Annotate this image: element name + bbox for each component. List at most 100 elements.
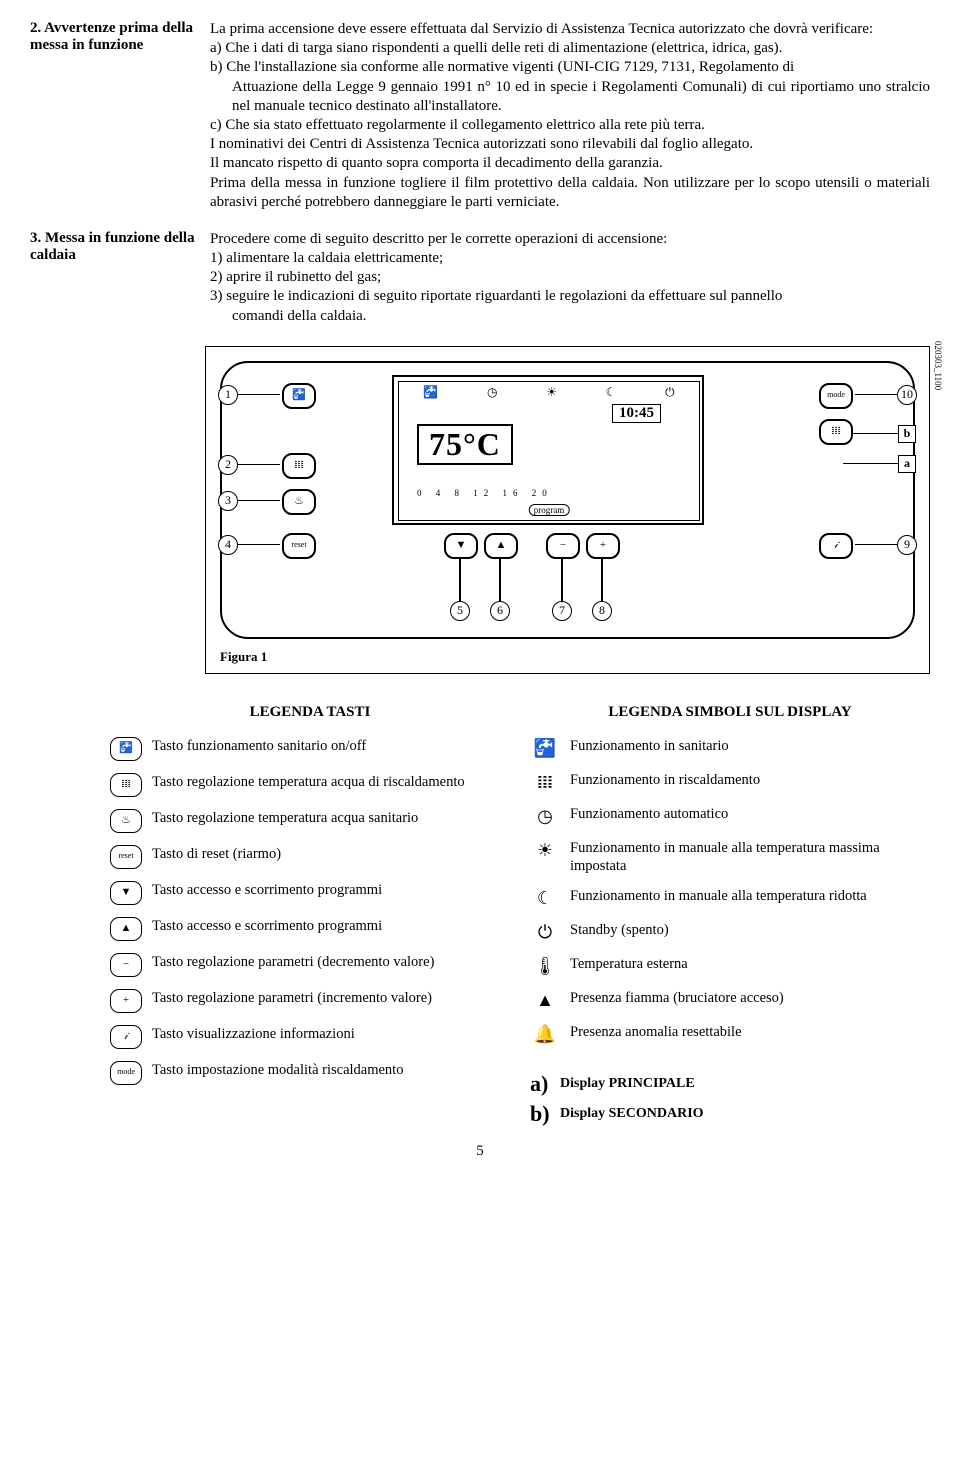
btn-down[interactable]: ▼ bbox=[444, 533, 478, 559]
legend-text: Tasto accesso e scorrimento programmi bbox=[152, 917, 382, 935]
plus-icon: + bbox=[110, 989, 142, 1013]
clock-icon: ◷ bbox=[487, 385, 497, 400]
btn-plus[interactable]: + bbox=[586, 533, 620, 559]
btn-sanitario-temp[interactable]: ♨ bbox=[282, 489, 316, 515]
callout-7: 7 bbox=[552, 601, 572, 621]
legend-right-title: LEGENDA SIMBOLI SUL DISPLAY bbox=[530, 704, 930, 721]
figure-caption: Figura 1 bbox=[220, 649, 915, 665]
callout-10: 10 bbox=[897, 385, 917, 405]
lcd-temp: 75°C bbox=[417, 424, 513, 465]
sun-icon: ☀ bbox=[530, 839, 560, 861]
flame-icon: ▲ bbox=[530, 989, 560, 1011]
legend-text: Tasto regolazione parametri (incremento … bbox=[152, 989, 432, 1007]
section-2-body: La prima accensione deve essere effettua… bbox=[210, 20, 930, 212]
radiator-icon: 𝍖 bbox=[530, 771, 560, 793]
radiator-icon: 𝍖 bbox=[110, 773, 142, 797]
legend-tasti: LEGENDA TASTI 🚰 Tasto funzionamento sanit… bbox=[110, 704, 510, 1131]
btn-minus[interactable]: − bbox=[546, 533, 580, 559]
line bbox=[238, 464, 280, 466]
lcd-program-label: program bbox=[529, 504, 570, 516]
s2-p1: I nominativi dei Centri di Assistenza Te… bbox=[210, 135, 930, 154]
up-icon: ▲ bbox=[110, 917, 142, 941]
s3-l3: 3) seguire le indicazioni di seguito rip… bbox=[210, 287, 930, 306]
label-a: a) bbox=[530, 1071, 560, 1097]
legend-row: 🚰 Tasto funzionamento sanitario on/off bbox=[110, 737, 510, 761]
legend-simboli: LEGENDA SIMBOLI SUL DISPLAY 🚰 Funzionamen… bbox=[530, 704, 930, 1131]
legend-text: Tasto funzionamento sanitario on/off bbox=[152, 737, 366, 755]
legend-text: Temperatura esterna bbox=[570, 955, 688, 973]
btn-sanitario[interactable]: 🚰 bbox=[282, 383, 316, 409]
legend-text: Tasto di reset (riarmo) bbox=[152, 845, 281, 863]
s2-c: c) Che sia stato effettuato regolarmente… bbox=[210, 116, 930, 135]
tap-icon: 🚰 bbox=[110, 737, 142, 761]
btn-mode[interactable]: mode bbox=[819, 383, 853, 409]
sanitario-icon: ♨ bbox=[110, 809, 142, 833]
minus-icon: − bbox=[110, 953, 142, 977]
s2-intro: La prima accensione deve essere effettua… bbox=[210, 20, 930, 39]
section-2-title: 2. Avvertenze prima della messa in funzi… bbox=[30, 20, 210, 212]
btn-mode-icon[interactable]: 𝍖 bbox=[819, 419, 853, 445]
lcd-scale: 0 4 8 12 16 20 bbox=[417, 488, 553, 498]
s3-l1: 1) alimentare la caldaia elettricamente; bbox=[210, 249, 930, 268]
legend-text: Funzionamento in manuale alla temperatur… bbox=[570, 887, 867, 905]
tap-icon: 🚰 bbox=[423, 385, 438, 400]
s2-b1: b) Che l'installazione sia conforme alle… bbox=[210, 58, 930, 77]
lcd-inner: 🚰 ◷ ☀ ☾ ⏻ 10:45 75°C 0 4 8 12 16 20 prog… bbox=[398, 381, 700, 521]
bell-icon: 🔔 bbox=[530, 1023, 560, 1045]
legend-row: 𝒾Tasto visualizzazione informazioni bbox=[110, 1025, 510, 1049]
lcd-icon-row: 🚰 ◷ ☀ ☾ ⏻ bbox=[399, 385, 699, 400]
legend-row: ☾Funzionamento in manuale alla temperatu… bbox=[530, 887, 930, 909]
callout-6: 6 bbox=[490, 601, 510, 621]
label-b: b) bbox=[530, 1101, 560, 1127]
legend-row: 𝍖Tasto regolazione temperatura acqua di … bbox=[110, 773, 510, 797]
s3-l2: 2) aprire il rubinetto del gas; bbox=[210, 268, 930, 287]
line bbox=[238, 544, 280, 546]
line bbox=[601, 557, 603, 601]
callout-8: 8 bbox=[592, 601, 612, 621]
legend-row: + Tasto regolazione parametri (incremento… bbox=[110, 989, 510, 1013]
s3-l3b: comandi della caldaia. bbox=[210, 307, 930, 326]
s2-p3: Prima della messa in funzione togliere i… bbox=[210, 174, 930, 212]
section-3-title: 3. Messa in funzione della caldaia bbox=[30, 230, 210, 326]
legend-text: Presenza anomalia resettabile bbox=[570, 1023, 742, 1041]
lcd-display: 🚰 ◷ ☀ ☾ ⏻ 10:45 75°C 0 4 8 12 16 20 prog… bbox=[392, 375, 704, 525]
line bbox=[855, 544, 897, 546]
display-b-row: b) Display SECONDARIO bbox=[530, 1101, 930, 1127]
legend-row: ▲ Presenza fiamma (bruciatore acceso) bbox=[530, 989, 930, 1011]
legend-row: −Tasto regolazione parametri (decremento… bbox=[110, 953, 510, 977]
figure-1-box: 020303_1100 1 2 3 4 10 b a 9 5 6 7 8 🚰 𝍖… bbox=[205, 346, 930, 674]
legend-text: Presenza fiamma (bruciatore acceso) bbox=[570, 989, 784, 1007]
legend-row: ♨Tasto regolazione temperatura acqua san… bbox=[110, 809, 510, 833]
legend-text: Funzionamento in manuale alla temperatur… bbox=[570, 839, 930, 875]
callout-4: 4 bbox=[218, 535, 238, 555]
callout-1: 1 bbox=[218, 385, 238, 405]
thermo-icon: 🌡 bbox=[530, 955, 560, 977]
legend-text: Tasto regolazione parametri (decremento … bbox=[152, 953, 434, 971]
legend-text: Funzionamento in sanitario bbox=[570, 737, 729, 755]
legend-row: resetTasto di reset (riarmo) bbox=[110, 845, 510, 869]
text-a: Display PRINCIPALE bbox=[560, 1076, 695, 1092]
line bbox=[238, 394, 280, 396]
legend-text: Tasto accesso e scorrimento programmi bbox=[152, 881, 382, 899]
legend-row: 🌡 Temperatura esterna bbox=[530, 955, 930, 977]
btn-reset[interactable]: reset bbox=[282, 533, 316, 559]
s2-p2: Il mancato rispetto di quanto sopra comp… bbox=[210, 154, 930, 173]
s3-intro: Procedere come di seguito descritto per … bbox=[210, 230, 930, 249]
btn-info[interactable]: 𝒾 bbox=[819, 533, 853, 559]
power-icon: ⏻ bbox=[530, 921, 560, 943]
section-2: 2. Avvertenze prima della messa in funzi… bbox=[30, 20, 930, 212]
tap-icon: 🚰 bbox=[530, 737, 560, 759]
legend-left-title: LEGENDA TASTI bbox=[110, 704, 510, 721]
sun-icon: ☀ bbox=[546, 385, 557, 400]
btn-up[interactable]: ▲ bbox=[484, 533, 518, 559]
line bbox=[499, 557, 501, 601]
legend-row: ☀ Funzionamento in manuale alla temperatu… bbox=[530, 839, 930, 875]
text-b: Display SECONDARIO bbox=[560, 1106, 704, 1122]
legend-row: 𝍖Funzionamento in riscaldamento bbox=[530, 771, 930, 793]
legend-text: Funzionamento automatico bbox=[570, 805, 728, 823]
section-3: 3. Messa in funzione della caldaia Proce… bbox=[30, 230, 930, 326]
down-icon: ▼ bbox=[110, 881, 142, 905]
btn-riscaldamento[interactable]: 𝍖 bbox=[282, 453, 316, 479]
callout-b: b bbox=[898, 425, 916, 443]
legend-row: 🔔 Presenza anomalia resettabile bbox=[530, 1023, 930, 1045]
